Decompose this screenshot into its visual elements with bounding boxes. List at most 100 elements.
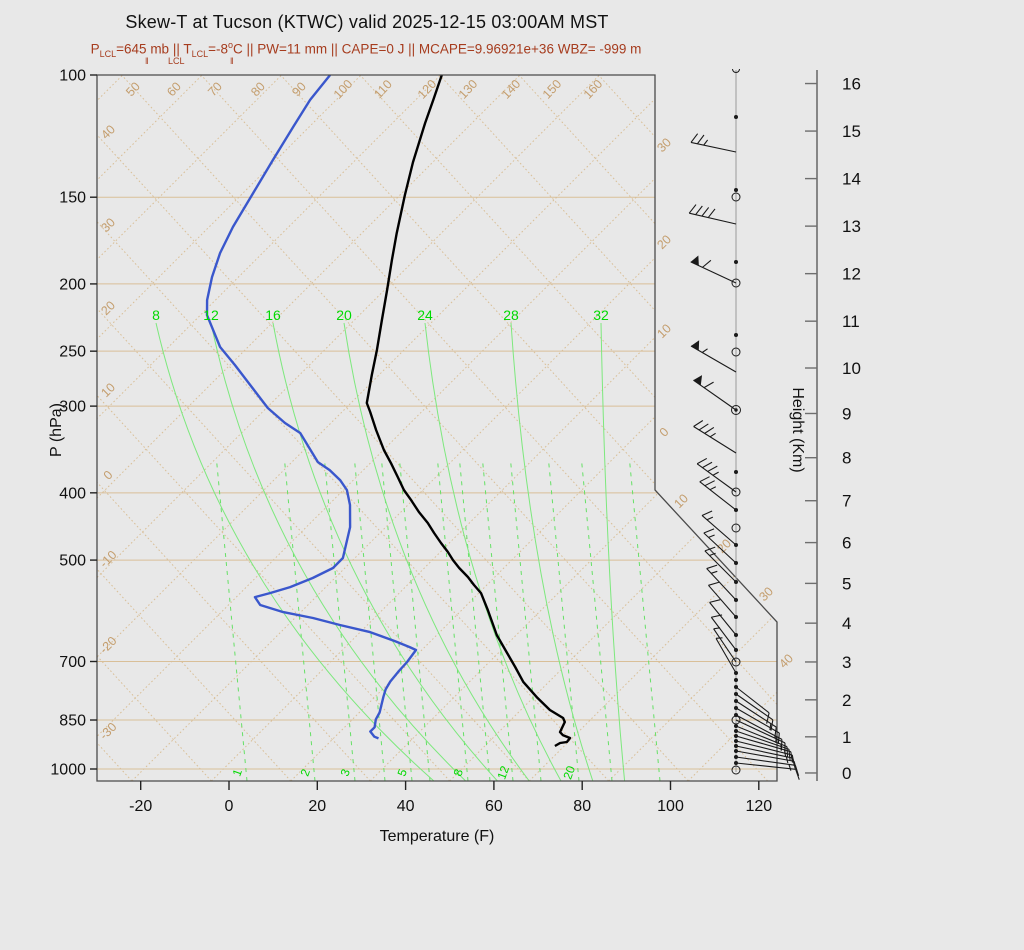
- svg-text:-20: -20: [129, 798, 152, 815]
- svg-text:3: 3: [842, 653, 851, 672]
- plot-border: [96, 74, 778, 782]
- svg-text:30: 30: [756, 584, 776, 604]
- wind-barbs: [688, 68, 800, 780]
- dry-adiabat-lines: [97, 75, 777, 781]
- svg-text:12: 12: [494, 764, 512, 782]
- svg-text:20: 20: [336, 307, 352, 323]
- svg-text:100: 100: [59, 68, 86, 85]
- lcl-label: LCL: [168, 56, 185, 66]
- svg-text:850: 850: [59, 713, 86, 730]
- svg-text:10: 10: [98, 380, 118, 400]
- profile-curves: [205, 75, 572, 748]
- isotherm-labels: 50 60 70 80 90 100 110 120 130 140 150 160403020100…: [97, 77, 796, 743]
- svg-text:2: 2: [298, 767, 314, 778]
- svg-text:20: 20: [560, 764, 578, 782]
- svg-text:7: 7: [842, 492, 851, 511]
- svg-text:32: 32: [593, 307, 609, 323]
- svg-text:0: 0: [101, 468, 116, 483]
- svg-text:5: 5: [842, 574, 851, 593]
- svg-text:500: 500: [59, 553, 86, 570]
- svg-text:28: 28: [503, 307, 519, 323]
- pressure-gridlines: [97, 196, 777, 770]
- svg-text:70: 70: [205, 79, 225, 99]
- svg-text:20: 20: [308, 798, 326, 815]
- x-axis-label: Temperature (F): [379, 828, 495, 845]
- svg-text:1: 1: [842, 728, 851, 747]
- temperature-axis: -20 0 20 40 60 80 100 120: [129, 781, 772, 815]
- temperature-curve: [365, 75, 572, 748]
- svg-text:90: 90: [289, 79, 309, 99]
- svg-text:40: 40: [776, 651, 796, 671]
- svg-text:12: 12: [842, 265, 861, 284]
- svg-text:15: 15: [842, 122, 861, 141]
- svg-text:80: 80: [573, 798, 591, 815]
- svg-text:3: 3: [338, 767, 354, 778]
- svg-text:10: 10: [671, 491, 691, 511]
- svg-text:8: 8: [842, 449, 851, 468]
- svg-text:160: 160: [581, 77, 605, 102]
- svg-text:24: 24: [417, 307, 433, 323]
- svg-text:30: 30: [98, 215, 118, 235]
- svg-text:400: 400: [59, 485, 86, 502]
- svg-text:1: 1: [230, 767, 246, 778]
- svg-text:60: 60: [485, 798, 503, 815]
- svg-text:250: 250: [59, 344, 86, 361]
- lcl-tick: ‖: [145, 56, 149, 66]
- svg-text:8: 8: [451, 767, 467, 778]
- moisture-labels: 8 12 16 20 24 28 321 2 3 5 8 12 20: [152, 307, 609, 781]
- svg-text:700: 700: [59, 654, 86, 671]
- svg-text:12: 12: [203, 307, 219, 323]
- mixing-ratio-lines: [216, 459, 661, 781]
- svg-text:0: 0: [657, 425, 672, 440]
- svg-text:-30: -30: [97, 720, 120, 743]
- svg-text:8: 8: [152, 307, 160, 323]
- height-axis-label: Height (Km): [789, 387, 806, 473]
- svg-text:110: 110: [371, 77, 395, 101]
- svg-text:140: 140: [499, 77, 523, 102]
- svg-text:120: 120: [415, 77, 439, 102]
- svg-text:16: 16: [265, 307, 281, 323]
- svg-text:150: 150: [540, 77, 564, 102]
- plot-gridlines: [97, 75, 777, 781]
- dewpoint-curve: [205, 75, 418, 740]
- svg-text:20: 20: [654, 232, 674, 252]
- svg-text:6: 6: [842, 534, 851, 553]
- page-title: Skew-T at Tucson (KTWC) valid 2025-12-15…: [125, 12, 609, 32]
- svg-text:11: 11: [842, 312, 860, 331]
- svg-text:-10: -10: [97, 548, 120, 571]
- svg-text:0: 0: [225, 798, 234, 815]
- svg-text:5: 5: [395, 767, 411, 778]
- svg-text:300: 300: [59, 399, 86, 416]
- moist-adiabat-lines: [155, 322, 626, 781]
- svg-text:150: 150: [59, 190, 86, 207]
- svg-text:0: 0: [842, 764, 851, 783]
- pressure-axis-label: P (hPa): [48, 403, 65, 457]
- svg-text:40: 40: [98, 122, 118, 142]
- svg-text:10: 10: [654, 321, 674, 341]
- svg-text:1000: 1000: [50, 762, 86, 779]
- svg-text:16: 16: [842, 75, 861, 94]
- svg-text:14: 14: [842, 170, 861, 189]
- svg-text:100: 100: [657, 798, 684, 815]
- svg-text:80: 80: [248, 79, 268, 99]
- svg-text:30: 30: [654, 135, 674, 155]
- svg-text:13: 13: [842, 217, 861, 236]
- svg-text:200: 200: [59, 276, 86, 293]
- svg-text:9: 9: [842, 404, 851, 423]
- lcl-tick: ‖: [230, 56, 234, 66]
- pressure-axis: 100 150 200 250 300 400 500 700 850 1000: [50, 68, 97, 779]
- svg-text:120: 120: [745, 798, 772, 815]
- svg-text:100: 100: [331, 77, 355, 102]
- svg-text:40: 40: [397, 798, 415, 815]
- svg-text:50: 50: [123, 79, 143, 99]
- isotherm-lines: [97, 75, 777, 781]
- svg-text:4: 4: [842, 614, 851, 633]
- svg-text:2: 2: [842, 691, 851, 710]
- svg-text:20: 20: [98, 298, 118, 318]
- svg-text:10: 10: [842, 359, 861, 378]
- svg-text:130: 130: [456, 77, 480, 102]
- sounding-parameters: PLCL=645 mb || TLCL=-8oC || PW=11 mm || …: [90, 40, 642, 60]
